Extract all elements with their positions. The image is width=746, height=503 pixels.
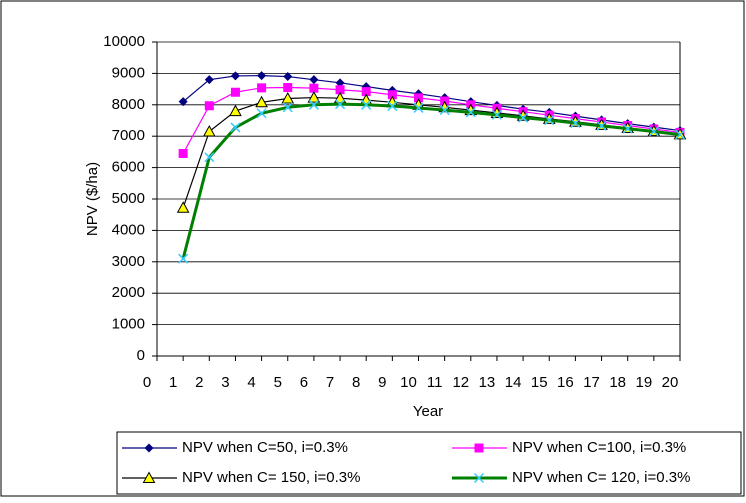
- x-tick-label: 19: [636, 374, 653, 391]
- legend-marker: [474, 443, 484, 453]
- point: [230, 87, 240, 97]
- x-tick-label: 18: [609, 374, 626, 391]
- point: [622, 123, 633, 134]
- x-tick-label: 6: [300, 374, 308, 391]
- x-tick-label: 17: [583, 374, 600, 391]
- y-tick-label: 6000: [112, 159, 145, 176]
- point: [178, 253, 189, 264]
- series-line: [181, 102, 681, 260]
- point: [178, 97, 188, 107]
- point: [648, 126, 659, 137]
- legend-marker: [473, 472, 485, 484]
- point: [387, 101, 398, 112]
- y-tick-label: 1000: [112, 316, 145, 333]
- x-tick-label: 10: [400, 374, 417, 391]
- x-tick-label: 2: [195, 374, 203, 391]
- point: [178, 148, 188, 158]
- x-tick-label: 3: [221, 374, 229, 391]
- x-tick-label: 16: [557, 374, 574, 391]
- point: [674, 129, 686, 140]
- x-tick-label: 7: [326, 374, 334, 391]
- point: [465, 107, 476, 118]
- point: [204, 101, 214, 111]
- legend-label: NPV when C=50, i=0.3%: [182, 439, 348, 456]
- point: [257, 83, 267, 93]
- point: [361, 87, 371, 97]
- point: [255, 95, 268, 108]
- point: [307, 91, 321, 103]
- point: [309, 75, 319, 85]
- y-tick-label: 5000: [112, 190, 145, 207]
- legend-box: [116, 431, 742, 495]
- point: [256, 108, 267, 119]
- y-tick-label: 9000: [112, 64, 145, 81]
- point: [283, 72, 293, 82]
- point: [204, 152, 215, 163]
- legend-label: NPV when C= 150, i=0.3%: [182, 469, 360, 486]
- x-tick-label: 11: [427, 374, 443, 391]
- point: [204, 75, 214, 85]
- point: [230, 71, 240, 81]
- point: [570, 117, 581, 129]
- y-tick-label: 10000: [103, 33, 145, 50]
- x-tick-label: 9: [378, 374, 386, 391]
- point: [361, 99, 372, 110]
- x-tick-label: 0: [143, 374, 151, 391]
- point: [414, 93, 423, 103]
- legend-label: NPV when C= 120, i=0.3%: [512, 469, 690, 486]
- point: [281, 91, 295, 104]
- point: [308, 99, 319, 110]
- point: [596, 120, 607, 131]
- y-tick-label: 4000: [112, 221, 145, 238]
- x-tick-label: 5: [274, 374, 282, 391]
- y-tick-label: 7000: [112, 127, 145, 144]
- x-axis-label: Year: [413, 403, 443, 420]
- point: [283, 83, 293, 93]
- point: [335, 99, 346, 110]
- x-tick-label: 20: [662, 374, 679, 391]
- point: [335, 85, 345, 95]
- point: [282, 102, 293, 113]
- point: [439, 105, 450, 116]
- x-tick-label: 4: [247, 374, 255, 391]
- x-tick-label: 13: [479, 374, 496, 391]
- point: [229, 104, 242, 117]
- y-tick-label: 3000: [112, 253, 145, 270]
- point: [413, 102, 424, 113]
- point: [202, 124, 216, 137]
- y-tick-label: 2000: [112, 284, 145, 301]
- point: [491, 109, 502, 120]
- x-tick-label: 1: [169, 374, 177, 391]
- legend-label: NPV when C=100, i=0.3%: [512, 439, 686, 456]
- point: [230, 122, 241, 133]
- point: [257, 71, 267, 81]
- point: [544, 115, 555, 126]
- x-tick-label: 8: [352, 374, 360, 391]
- legend-marker: [142, 471, 156, 483]
- x-tick-label: 14: [505, 374, 522, 391]
- point: [518, 112, 529, 123]
- point: [335, 78, 345, 88]
- y-tick-label: 0: [137, 347, 145, 364]
- x-tick-label: 15: [531, 374, 548, 391]
- x-tick-label: 12: [452, 374, 469, 391]
- point: [176, 201, 190, 213]
- point: [387, 90, 397, 100]
- y-axis-label: NPV ($/ha): [84, 162, 101, 236]
- point: [309, 83, 319, 93]
- legend-marker: [144, 443, 154, 453]
- y-tick-label: 8000: [112, 96, 145, 113]
